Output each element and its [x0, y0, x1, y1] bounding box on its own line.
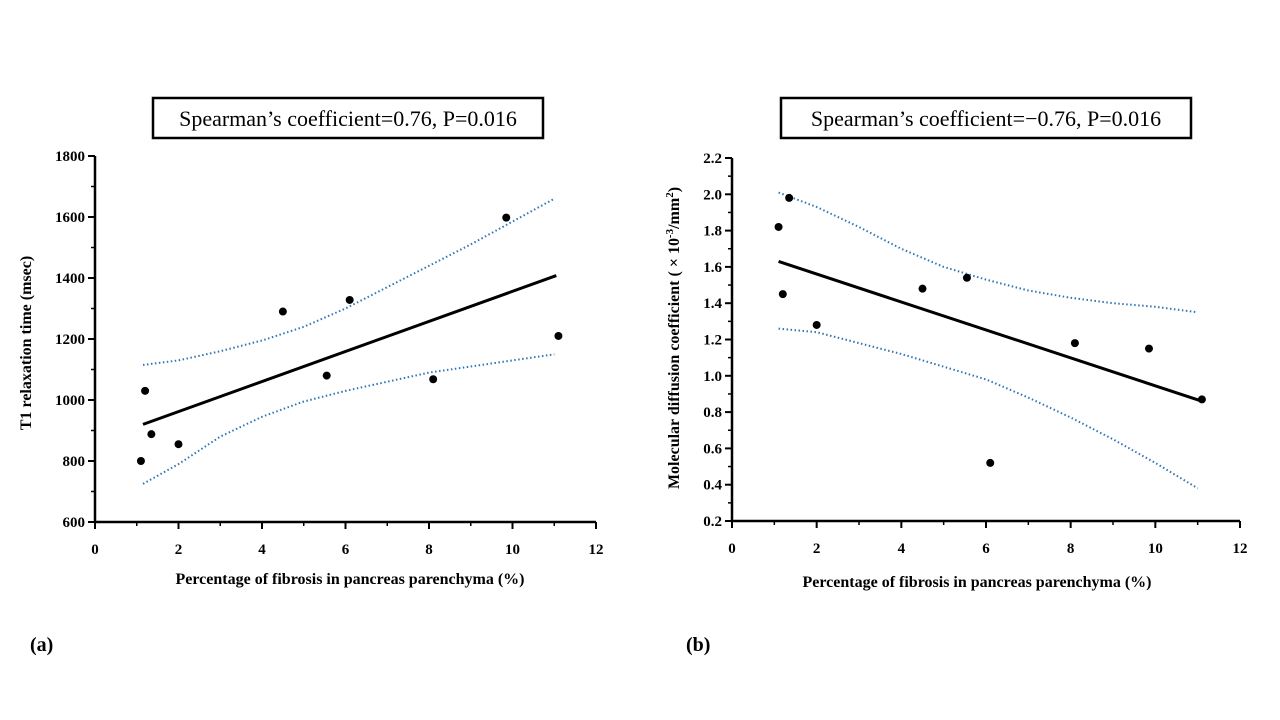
data-point-a: [147, 430, 156, 439]
y-tick-label-b: 1.8: [703, 224, 722, 240]
x-tick-label-a: 8: [425, 542, 433, 558]
panel-label-a: (a): [30, 634, 53, 656]
data-point-a: [554, 331, 563, 340]
data-point-a: [174, 440, 183, 449]
data-point-b: [812, 320, 821, 329]
x-tick-label-b: 0: [728, 541, 736, 557]
y-tick-label-b: 0.8: [703, 405, 722, 421]
y-tick-label-b: 0.4: [703, 478, 722, 494]
ci-upper-curve-b: [778, 191, 1198, 314]
x-tick-label-a: 12: [589, 542, 604, 558]
x-tick-label-b: 10: [1148, 541, 1163, 557]
x-tick-label-a: 0: [91, 542, 99, 558]
y-tick-label-b: 1.0: [703, 369, 722, 385]
y-tick-label-b: 0.2: [703, 514, 722, 530]
data-point-a: [429, 375, 438, 384]
stat-text-a: Spearman’s coefficient=0.76, P=0.016: [179, 106, 517, 131]
stat-box-a: [151, 96, 545, 140]
x-axis-label-b: Percentage of fibrosis in pancreas paren…: [802, 574, 1151, 591]
data-point-b: [1070, 339, 1079, 348]
panel-a: Spearman’s coefficient=0.76, P=0.016 600…: [18, 96, 604, 656]
data-point-b: [774, 222, 783, 231]
x-tick-label-b: 8: [1067, 541, 1075, 557]
y-tick-label-a: 1200: [55, 332, 85, 348]
stat-text-b: Spearman’s coefficient=−0.76, P=0.016: [811, 106, 1161, 131]
data-point-a: [502, 213, 511, 222]
data-point-b: [962, 273, 971, 282]
y-tick-label-b: 1.6: [703, 260, 722, 276]
data-point-a: [278, 307, 287, 316]
x-tick-label-a: 4: [258, 542, 266, 558]
x-tick-label-b: 4: [898, 541, 906, 557]
x-tick-label-a: 2: [175, 542, 183, 558]
data-point-b: [918, 284, 927, 293]
data-point-b: [1144, 344, 1153, 353]
data-point-a: [141, 386, 150, 395]
y-axis-label-b-sup1: -3: [664, 228, 676, 238]
data-point-a: [322, 371, 331, 380]
y-axis-label-b-mid: /mm: [666, 197, 683, 230]
y-tick-label-a: 600: [63, 515, 86, 531]
data-point-b: [1197, 395, 1206, 404]
y-tick-label-a: 800: [63, 454, 86, 470]
panel-b: Spearman’s coefficient=−0.76, P=0.016 0.…: [664, 96, 1248, 656]
fit-line-a: [142, 274, 557, 426]
y-axis-label-b-suffix: ): [666, 187, 683, 192]
fit-line-b: [778, 260, 1203, 403]
y-tick-label-b: 1.2: [703, 333, 722, 349]
stat-box-b: [779, 96, 1193, 140]
data-point-b: [778, 290, 787, 299]
y-axis-label-b-sup2: 2: [664, 192, 676, 198]
plot-area-a: 600 800 1000 1200 1400 1600 1800 0 2 4 6 8 10 12: [55, 149, 604, 558]
y-tick-label-b: 0.6: [703, 441, 722, 457]
y-tick-label-a: 1000: [55, 393, 85, 409]
x-tick-label-a: 10: [505, 542, 520, 558]
y-tick-label-b: 2.0: [703, 187, 722, 203]
x-tick-label-b: 6: [982, 541, 990, 557]
y-tick-label-a: 1600: [55, 210, 85, 226]
plot-area-b: 0.2 0.4 0.6 0.8 1.0 1.2 1.4 1.6 1.8 2.0 2.2 0 2 4 6 8 10…: [703, 151, 1247, 557]
x-tick-label-b: 2: [813, 541, 821, 557]
panel-label-b: (b): [686, 634, 710, 656]
y-tick-label-a: 1800: [55, 149, 85, 165]
data-point-b: [785, 193, 794, 202]
x-axis-label-a: Percentage of fibrosis in pancreas paren…: [175, 571, 524, 588]
y-axis-label-b-prefix: Molecular diffusion coefficient ( × 10: [666, 238, 683, 489]
data-point-a: [345, 295, 354, 304]
y-tick-label-b: 2.2: [703, 151, 722, 167]
ci-upper-curve-a: [142, 197, 555, 366]
data-point-b: [986, 458, 995, 467]
y-tick-label-b: 1.4: [703, 296, 722, 312]
y-axis-label-b: Molecular diffusion coefficient ( × 10-3…: [664, 187, 683, 489]
y-axis-label-a: T1 relaxation time (msec): [18, 256, 35, 430]
x-tick-label-b: 12: [1233, 541, 1248, 557]
ci-lower-curve-a: [142, 353, 555, 485]
x-tick-label-a: 6: [342, 542, 350, 558]
data-point-a: [136, 457, 145, 465]
y-tick-label-a: 1400: [55, 271, 85, 287]
